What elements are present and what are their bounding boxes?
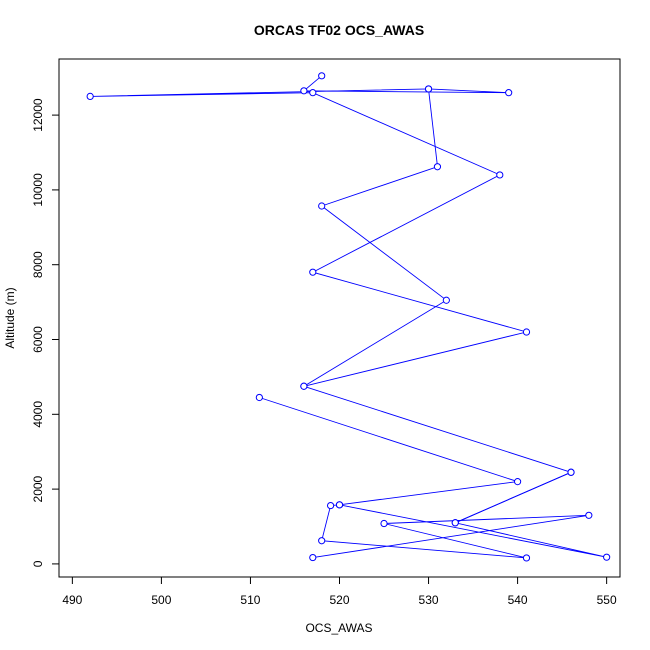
data-point bbox=[424, 85, 433, 93]
y-tick-label: 4000 bbox=[31, 401, 45, 428]
data-point bbox=[505, 89, 513, 97]
data-point bbox=[318, 72, 326, 80]
x-tick-label: 530 bbox=[419, 593, 439, 607]
data-point bbox=[309, 553, 317, 562]
chart-title: ORCAS TF02 OCS_AWAS bbox=[254, 22, 424, 38]
data-point bbox=[451, 519, 459, 527]
y-tick-label: 2000 bbox=[31, 475, 45, 502]
data-point bbox=[585, 511, 593, 519]
x-tick-label: 510 bbox=[240, 593, 260, 607]
data-point bbox=[513, 478, 522, 486]
y-tick-label: 10000 bbox=[31, 173, 45, 207]
plot-frame bbox=[58, 58, 621, 578]
data-point bbox=[433, 163, 442, 171]
y-tick-label: 12000 bbox=[31, 98, 45, 132]
data-point bbox=[335, 501, 344, 509]
data-point bbox=[522, 554, 531, 562]
series-lines bbox=[90, 75, 607, 559]
x-tick-label: 490 bbox=[62, 593, 82, 607]
data-point bbox=[326, 501, 335, 510]
data-point bbox=[496, 171, 504, 179]
data-point bbox=[309, 89, 317, 97]
series-points bbox=[86, 72, 611, 562]
y-tick-label: 8000 bbox=[31, 251, 45, 278]
x-tick-label: 500 bbox=[151, 593, 171, 607]
x-tick-label: 540 bbox=[508, 593, 528, 607]
y-axis: 0 2000 4000 6000 8000 10000 12000 bbox=[31, 98, 60, 567]
data-point bbox=[255, 393, 263, 402]
y-tick-label: 6000 bbox=[31, 326, 45, 353]
data-point bbox=[86, 92, 94, 101]
y-axis-label: Altitude (m) bbox=[3, 287, 17, 348]
x-axis: 490 500 510 520 530 540 550 bbox=[62, 576, 617, 607]
data-point bbox=[522, 328, 531, 336]
data-point bbox=[442, 296, 450, 304]
x-tick-label: 520 bbox=[329, 593, 349, 607]
data-point bbox=[380, 519, 388, 528]
data-point bbox=[318, 537, 326, 545]
data-point bbox=[318, 202, 326, 210]
x-axis-label: OCS_AWAS bbox=[305, 621, 372, 635]
y-tick-label: 0 bbox=[31, 560, 45, 567]
data-point bbox=[300, 382, 308, 390]
series-line-2 bbox=[303, 88, 448, 387]
data-point bbox=[567, 468, 575, 476]
series-line-1 bbox=[90, 75, 607, 559]
data-point bbox=[309, 268, 317, 276]
series-line-4 bbox=[455, 471, 572, 524]
data-point bbox=[603, 553, 611, 561]
data-point bbox=[300, 87, 308, 95]
x-tick-label: 550 bbox=[597, 593, 617, 607]
